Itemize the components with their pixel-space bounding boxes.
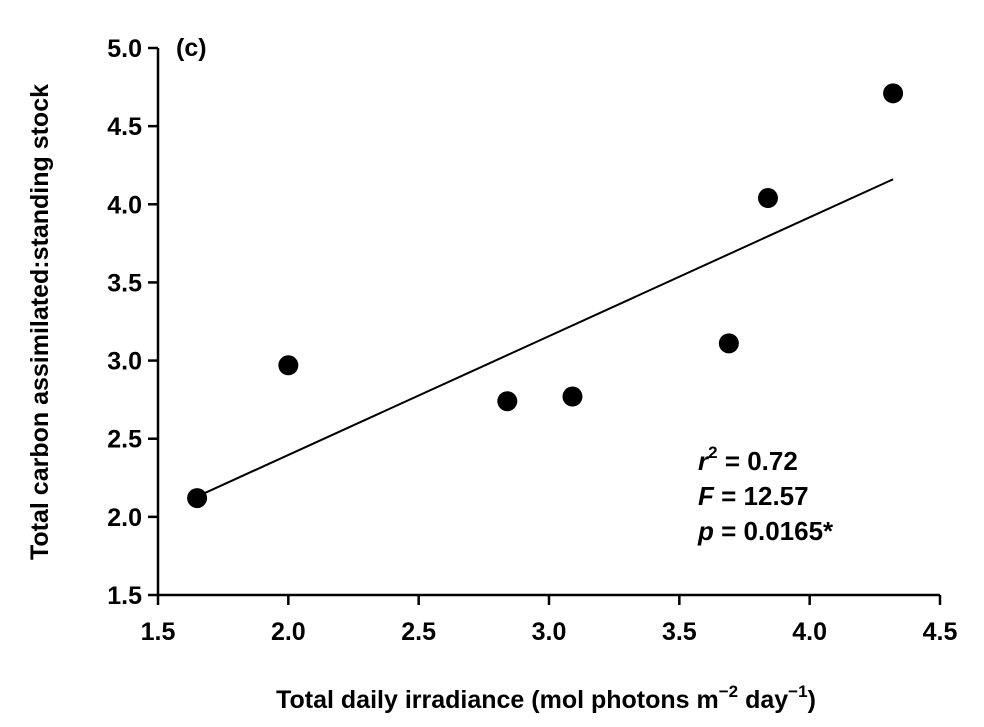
- x-tick-label: 3.5: [662, 618, 697, 646]
- y-axis-title: Total carbon assimilated:standing stock: [26, 84, 54, 560]
- x-tick-label: 3.0: [532, 618, 567, 646]
- x-tick-label: 4.0: [792, 618, 827, 646]
- y-tick-label: 1.5: [107, 582, 142, 610]
- stat-r-squared: r2 = 0.72: [698, 443, 798, 476]
- data-points: [187, 83, 904, 509]
- data-point: [278, 355, 299, 376]
- stat-p: p = 0.0165*: [697, 516, 834, 546]
- y-tick-label: 5.0: [107, 35, 142, 63]
- data-point: [187, 488, 208, 509]
- y-tick-label: 3.0: [107, 348, 142, 376]
- data-point: [562, 386, 583, 407]
- x-tick-label: 1.5: [141, 618, 176, 646]
- x-axis-title: Total daily irradiance (mol photons m−2 …: [276, 682, 816, 714]
- y-tick-label: 4.5: [107, 113, 142, 141]
- x-tick-label: 2.5: [401, 618, 436, 646]
- data-point: [883, 83, 904, 104]
- stat-f: F = 12.57: [698, 481, 809, 511]
- x-tick-label: 2.0: [271, 618, 306, 646]
- data-point: [718, 333, 739, 354]
- regression-line: [196, 178, 894, 498]
- x-tick-label: 4.5: [923, 618, 958, 646]
- y-ticks: 1.5 2.0 2.5 3.0 3.5 4.0 4.5 5.0: [107, 35, 158, 610]
- x-ticks: 1.5 2.0 2.5 3.0 3.5 4.0 4.5: [141, 595, 958, 646]
- y-tick-label: 3.5: [107, 269, 142, 297]
- y-tick-label: 4.0: [107, 191, 142, 219]
- data-point: [757, 188, 778, 209]
- y-tick-label: 2.0: [107, 504, 142, 532]
- data-point: [497, 391, 518, 412]
- y-tick-label: 2.5: [107, 426, 142, 454]
- panel-label: (c): [176, 34, 207, 62]
- axes: [156, 48, 940, 597]
